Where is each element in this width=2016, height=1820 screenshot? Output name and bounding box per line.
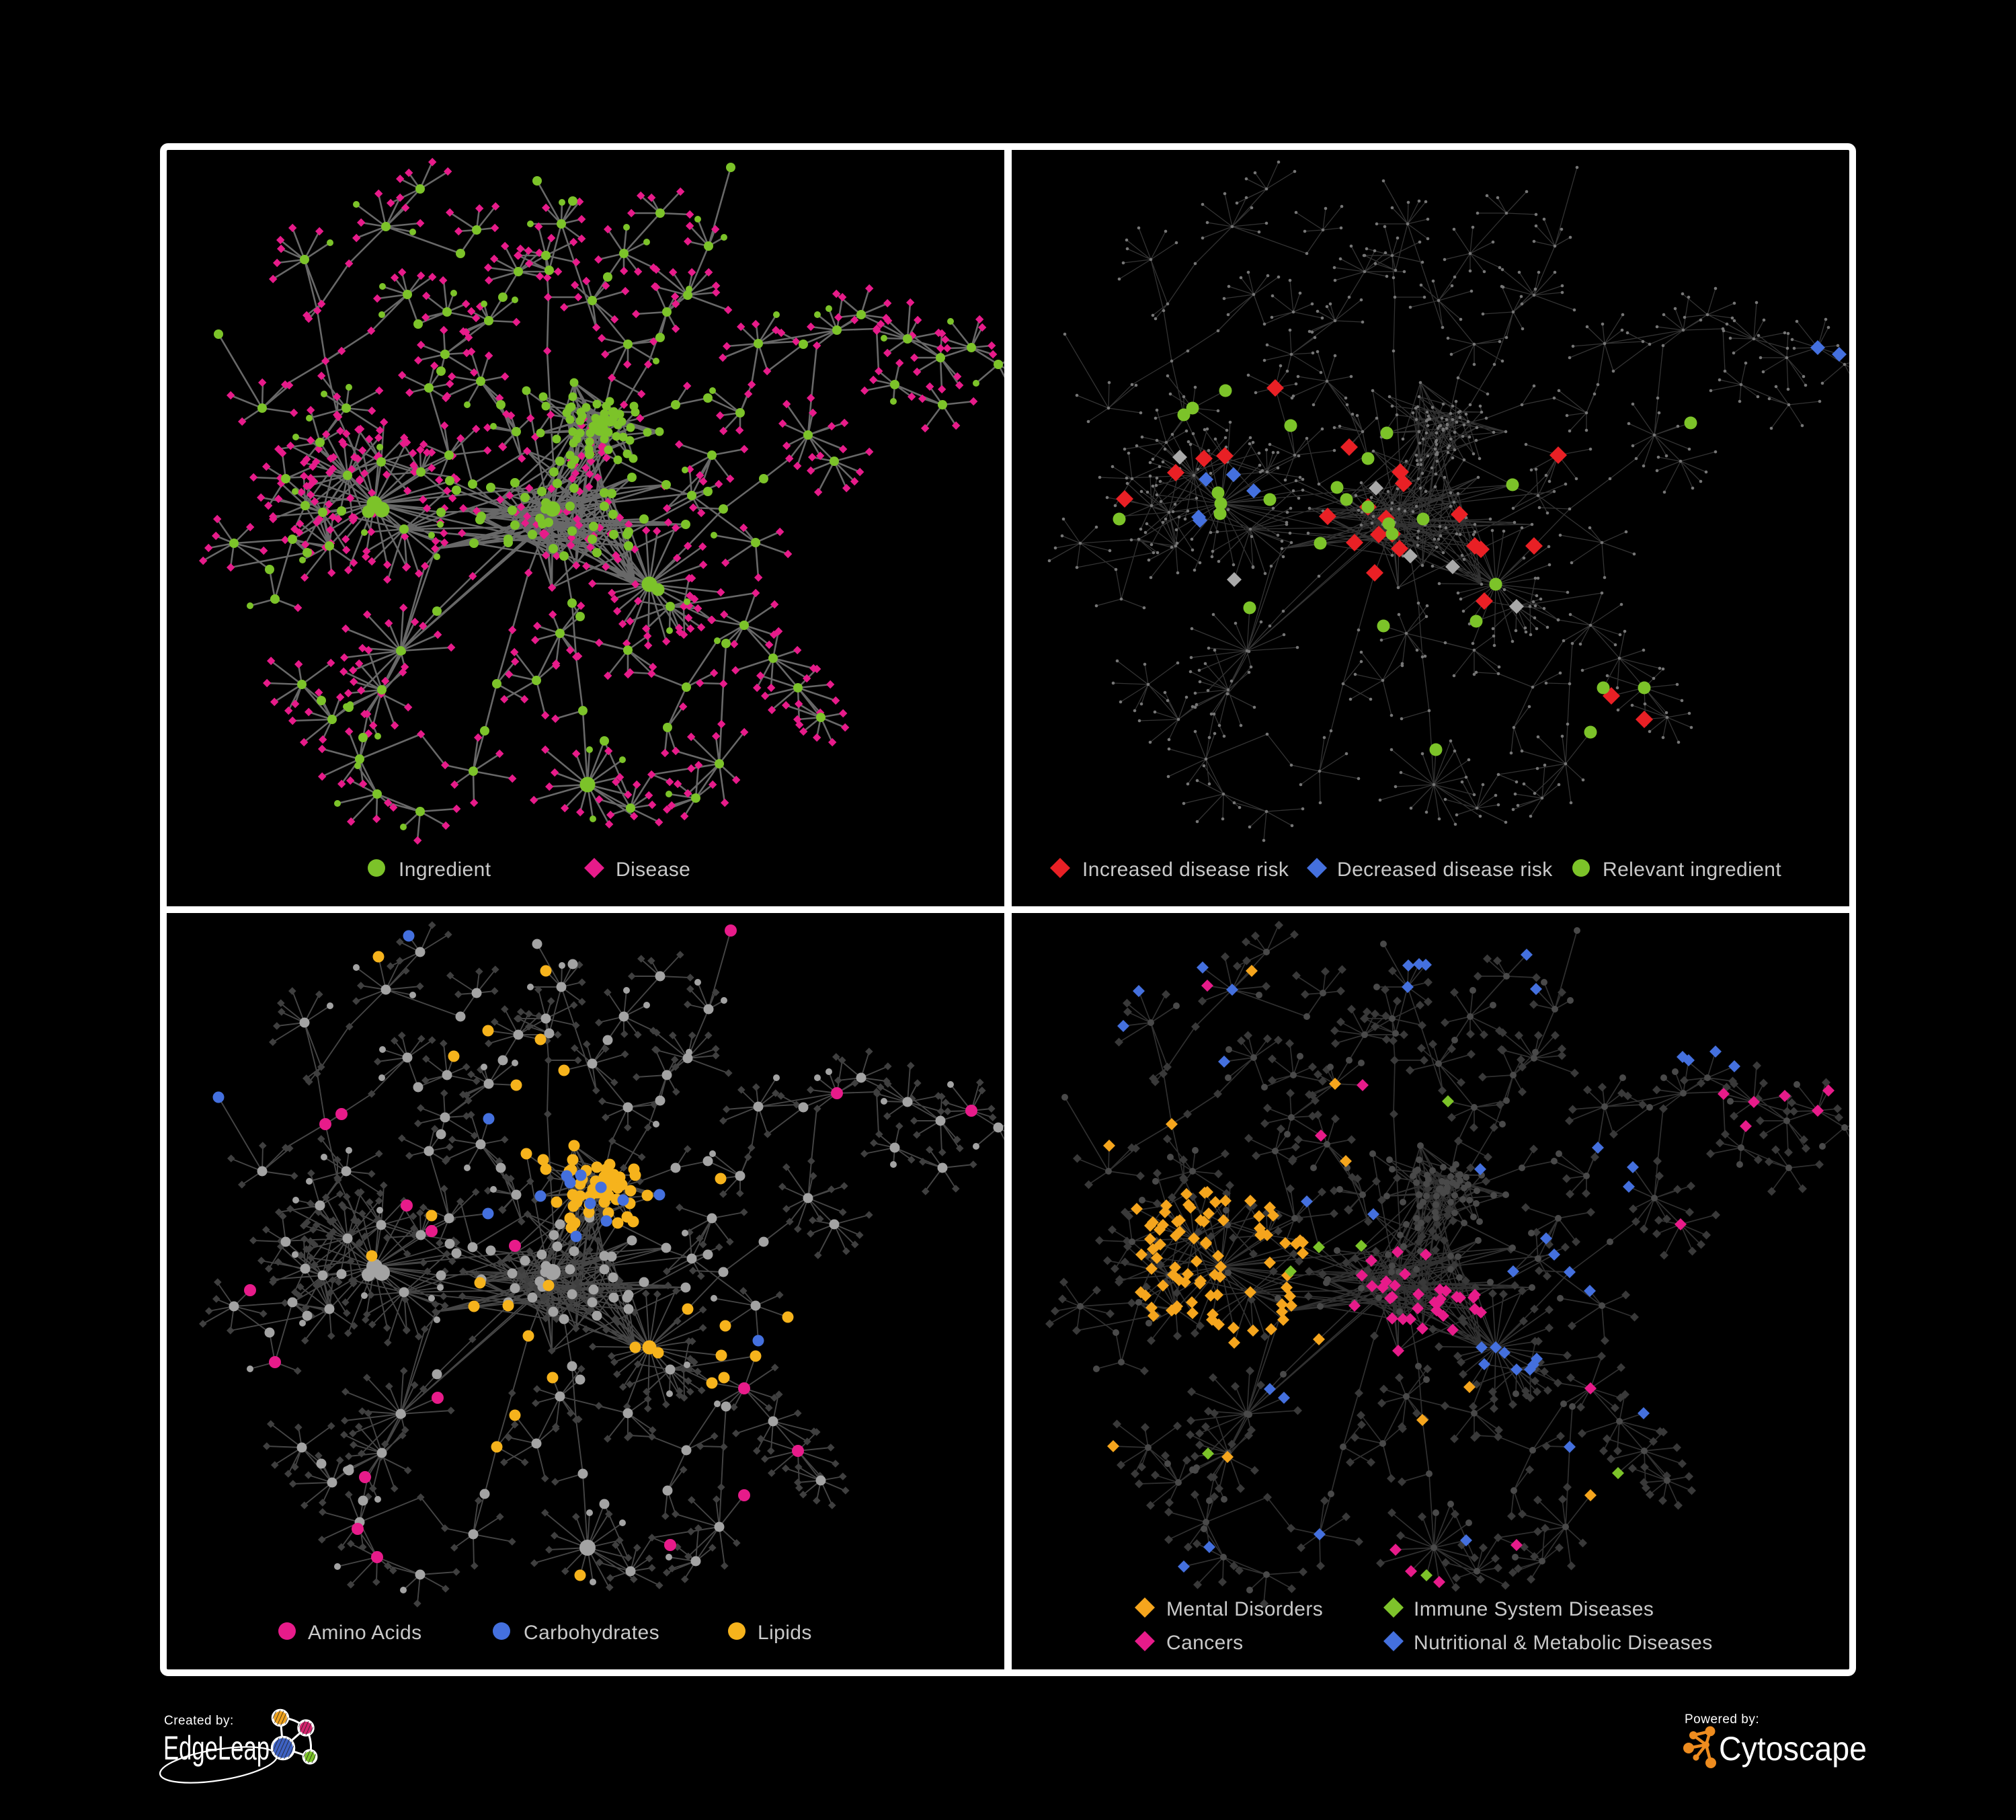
svg-text:Disease: Disease <box>616 859 690 881</box>
svg-text:Amino Acids: Amino Acids <box>308 1622 421 1644</box>
svg-text:Cytoscape: Cytoscape <box>1719 1730 1867 1768</box>
svg-text:Powered by:: Powered by: <box>1685 1712 1759 1727</box>
svg-text:Decreased disease risk: Decreased disease risk <box>1337 859 1553 881</box>
svg-text:Ingredient: Ingredient <box>399 859 491 881</box>
svg-text:EdgeLeap: EdgeLeap <box>163 1729 270 1767</box>
svg-text:Lipids: Lipids <box>758 1622 812 1644</box>
svg-text:Immune System Diseases: Immune System Diseases <box>1414 1598 1654 1620</box>
svg-text:Relevant ingredient: Relevant ingredient <box>1603 859 1781 881</box>
svg-text:Carbohydrates: Carbohydrates <box>524 1622 659 1644</box>
svg-text:Cancers: Cancers <box>1166 1632 1244 1654</box>
svg-text:Created by:: Created by: <box>164 1714 234 1728</box>
svg-text:Nutritional & Metabolic Diseas: Nutritional & Metabolic Diseases <box>1414 1632 1713 1654</box>
svg-text:Mental Disorders: Mental Disorders <box>1166 1598 1323 1620</box>
svg-text:Increased disease risk: Increased disease risk <box>1082 859 1289 881</box>
